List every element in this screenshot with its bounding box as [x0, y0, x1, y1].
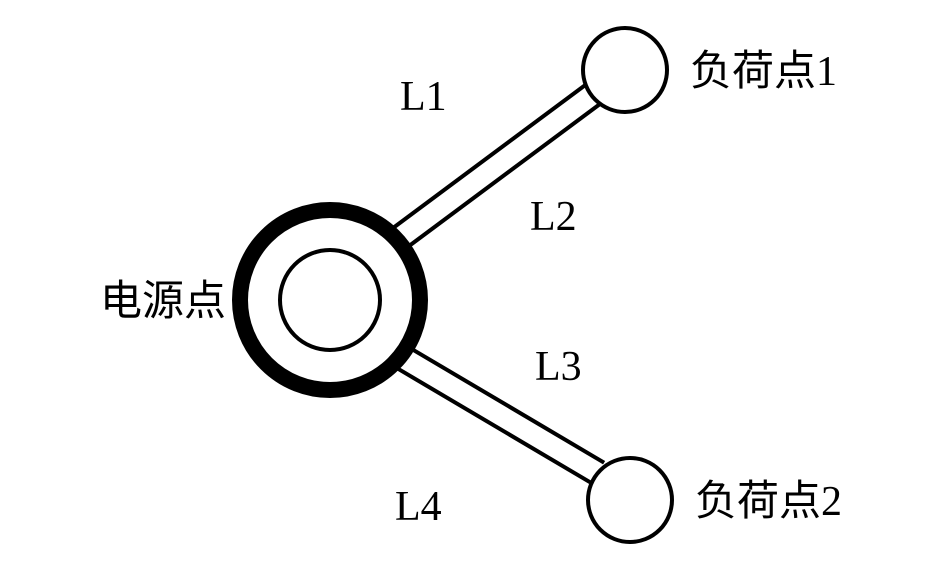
l3-label: L3 — [535, 344, 582, 390]
source-label: 电源点 — [100, 279, 226, 325]
load1-label: 负荷点1 — [690, 49, 837, 95]
l2-label: L2 — [530, 194, 577, 240]
l4-label: L4 — [395, 484, 442, 530]
load2-label: 负荷点2 — [695, 479, 842, 525]
load2-node — [588, 458, 672, 542]
load1-node — [583, 28, 667, 112]
source-inner-circle — [280, 250, 380, 350]
source-node — [240, 210, 420, 390]
l1-label: L1 — [400, 74, 447, 120]
